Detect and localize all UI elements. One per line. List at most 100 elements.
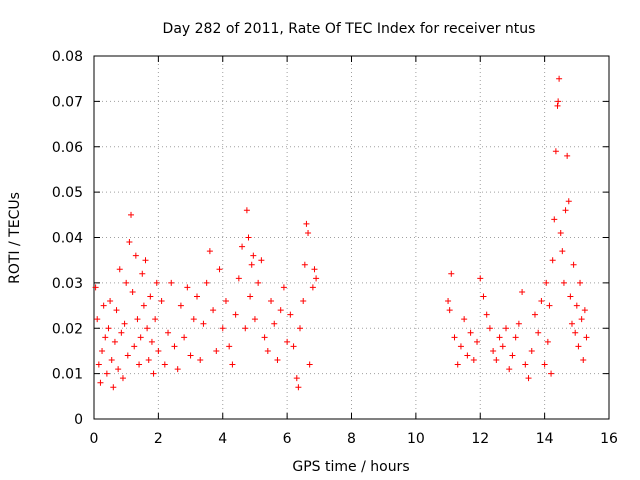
data-point <box>303 220 310 227</box>
data-point <box>295 384 302 391</box>
data-point <box>445 298 452 305</box>
data-point <box>525 375 532 382</box>
data-point <box>115 366 122 373</box>
data-point <box>150 370 157 377</box>
data-point <box>552 148 559 155</box>
x-tick-label: 0 <box>90 431 99 447</box>
data-point <box>155 347 162 354</box>
y-tick-label: 0.01 <box>52 367 83 383</box>
data-point <box>242 325 249 332</box>
data-point <box>258 257 265 264</box>
x-tick-label: 12 <box>471 431 489 447</box>
data-point <box>528 347 535 354</box>
data-point <box>301 261 308 268</box>
data-point <box>565 198 572 205</box>
data-point <box>222 298 229 305</box>
data-point <box>300 298 307 305</box>
data-point <box>305 229 312 236</box>
data-point <box>480 293 487 300</box>
data-point <box>277 307 284 314</box>
data-point <box>216 266 223 273</box>
data-point <box>575 343 582 350</box>
y-tick-label: 0.03 <box>52 276 83 292</box>
data-point <box>235 275 242 282</box>
data-point <box>142 257 149 264</box>
data-point <box>271 320 278 327</box>
data-point <box>102 334 109 341</box>
data-point <box>255 279 262 286</box>
data-point <box>197 357 204 364</box>
data-point <box>147 293 154 300</box>
data-point <box>105 325 112 332</box>
data-point <box>562 207 569 214</box>
data-point <box>210 307 217 314</box>
data-point <box>522 361 529 368</box>
data-point <box>177 302 184 309</box>
data-point <box>560 279 567 286</box>
data-point <box>531 311 538 318</box>
x-tick-label: 16 <box>600 431 618 447</box>
data-point <box>100 302 107 309</box>
data-point <box>165 329 172 336</box>
data-point <box>129 288 136 295</box>
data-point <box>107 298 114 305</box>
data-point <box>213 347 220 354</box>
data-point <box>126 239 133 246</box>
data-point <box>264 347 271 354</box>
data-point <box>118 329 125 336</box>
y-tick-label: 0.06 <box>52 140 83 156</box>
data-point <box>251 316 258 323</box>
data-point <box>541 361 548 368</box>
axis-ticks <box>93 55 610 420</box>
data-point <box>121 320 128 327</box>
data-point <box>477 275 484 282</box>
data-point <box>581 307 588 314</box>
data-point <box>152 316 159 323</box>
data-point <box>311 266 318 273</box>
data-point <box>313 275 320 282</box>
data-point <box>464 352 471 359</box>
data-point <box>174 366 181 373</box>
y-tick-label: 0.05 <box>52 185 83 201</box>
data-point <box>139 270 146 277</box>
data-point <box>555 98 562 105</box>
y-tick-label: 0.02 <box>52 321 83 337</box>
data-point <box>108 357 115 364</box>
data-point <box>515 320 522 327</box>
data-point <box>123 279 130 286</box>
data-point <box>111 338 118 345</box>
data-point <box>580 357 587 364</box>
data-point <box>457 343 464 350</box>
data-point <box>268 298 275 305</box>
data-point <box>543 279 550 286</box>
data-point <box>148 338 155 345</box>
data-point <box>577 279 584 286</box>
data-point <box>503 325 509 332</box>
data-point <box>557 229 564 236</box>
data-point <box>572 329 579 336</box>
data-point <box>145 357 152 364</box>
y-tick-labels: 0 0.01 0.02 0.03 0.04 0.05 0.06 0.07 0.08 <box>52 49 83 428</box>
data-point <box>168 279 175 286</box>
data-point <box>564 152 571 159</box>
data-point <box>128 211 135 218</box>
x-tick-label: 4 <box>218 431 227 447</box>
grid-lines <box>94 56 609 419</box>
data-point <box>496 334 503 341</box>
data-point <box>243 207 250 214</box>
roti-data-points <box>92 75 590 391</box>
data-point <box>206 248 213 255</box>
data-point <box>95 361 102 368</box>
data-point <box>467 329 474 336</box>
data-point <box>506 366 513 373</box>
data-point <box>161 361 168 368</box>
data-point <box>136 361 143 368</box>
y-axis-label: ROTI / TECUs <box>7 192 23 284</box>
data-point <box>248 261 255 268</box>
data-point <box>226 343 233 350</box>
data-point <box>190 316 197 323</box>
data-point <box>297 325 303 332</box>
y-tick-label: 0 <box>74 412 83 428</box>
data-point <box>144 325 151 332</box>
